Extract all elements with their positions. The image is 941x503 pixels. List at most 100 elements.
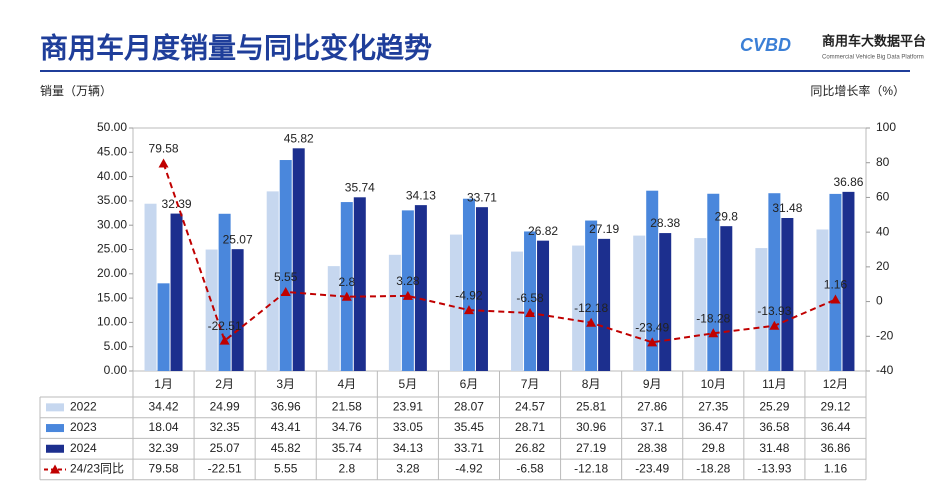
bar <box>462 198 475 371</box>
y-tick-label: 0.00 <box>104 363 128 377</box>
line-value-label: -23.49 <box>635 321 669 335</box>
bar <box>157 283 170 371</box>
table-cell: 31.48 <box>759 441 789 455</box>
table-cell: 21.58 <box>332 400 362 414</box>
table-cell: -12.18 <box>574 462 608 476</box>
bar <box>633 235 646 371</box>
x-tick-label: 3月 <box>276 377 295 391</box>
table-cell: 35.74 <box>332 441 362 455</box>
legend-swatch <box>46 444 64 453</box>
bar <box>449 234 462 371</box>
x-tick-label: 11月 <box>762 377 786 391</box>
bar <box>414 205 427 371</box>
bar <box>572 245 585 371</box>
line-value-label: -6.58 <box>516 291 544 305</box>
logo-subtitle: Commercial Vehicle Big Data Platform <box>822 55 924 61</box>
y-tick-label: 30.00 <box>97 217 127 231</box>
bar-value-label: 28.38 <box>650 216 680 230</box>
table-cell: 36.86 <box>820 441 850 455</box>
line-marker <box>586 317 597 327</box>
table-cell: 32.35 <box>210 420 240 434</box>
line-marker <box>341 291 352 301</box>
table-cell: 79.58 <box>149 462 179 476</box>
line <box>162 163 836 344</box>
y-tick-label: 10.00 <box>97 315 127 329</box>
line-marker <box>402 290 413 300</box>
y-axis-label: 销量（万辆） <box>40 84 112 98</box>
x-tick-label: 12月 <box>823 377 848 391</box>
line-value-label: 79.58 <box>149 142 179 156</box>
x-tick-label: 5月 <box>399 377 418 391</box>
bar-value-label: 26.82 <box>528 224 558 238</box>
legend-marker <box>50 464 60 474</box>
y2-tick-label: 40 <box>876 224 890 238</box>
line-marker <box>708 328 719 338</box>
y-tick-label: 25.00 <box>97 242 127 256</box>
legend-label: 2023 <box>70 420 97 434</box>
line-value-label: -12.18 <box>574 301 608 315</box>
line-marker <box>525 307 536 317</box>
table-cell: 30.96 <box>576 420 606 434</box>
bar-value-label: 31.48 <box>772 201 802 215</box>
line-value-label: 5.55 <box>274 270 298 284</box>
bar <box>231 249 244 371</box>
y-tick-label: 20.00 <box>97 266 127 280</box>
bar-value-label: 34.13 <box>406 188 436 202</box>
table-cell: 27.19 <box>576 441 606 455</box>
line-marker <box>158 158 169 168</box>
table-cell: 25.29 <box>759 400 789 414</box>
y2-tick-label: 20 <box>876 259 890 273</box>
table-cell: -18.28 <box>696 462 730 476</box>
y2-axis-label: 同比增长率（%） <box>810 83 905 98</box>
table-cell: -6.58 <box>516 462 544 476</box>
y-tick-label: 40.00 <box>97 169 127 183</box>
table-cell: 28.71 <box>515 420 545 434</box>
y2-tick-label: 0 <box>876 294 883 308</box>
table-cell: 34.42 <box>149 400 179 414</box>
x-tick-label: 2月 <box>215 377 234 391</box>
table-cell: 28.38 <box>637 441 667 455</box>
y2-tick-label: -20 <box>876 328 894 342</box>
bar <box>292 148 305 371</box>
line-marker <box>463 305 474 315</box>
bar <box>707 193 720 371</box>
bar <box>842 191 855 371</box>
chart-title: 商用车月度销量与同比变化趋势 <box>40 31 432 63</box>
bar <box>475 207 488 371</box>
table-cell: 35.45 <box>454 420 484 434</box>
bar <box>659 233 672 371</box>
line-value-label: 1.16 <box>824 278 848 292</box>
bar-value-label: 35.74 <box>345 180 375 194</box>
legend-label: 2022 <box>70 400 97 414</box>
table-cell: 25.07 <box>210 441 240 455</box>
bar-value-label: 45.82 <box>284 131 314 145</box>
y-tick-label: 35.00 <box>97 193 127 207</box>
line-marker <box>219 335 230 345</box>
line-value-label: -22.51 <box>208 319 242 333</box>
table-cell: -22.51 <box>208 462 242 476</box>
bar-value-label: 33.71 <box>467 190 497 204</box>
line-marker <box>280 286 291 296</box>
line-marker <box>769 320 780 330</box>
y2-tick-label: 80 <box>876 155 890 169</box>
table-cell: 33.05 <box>393 420 423 434</box>
table-cell: 29.12 <box>820 400 850 414</box>
bar <box>768 193 781 371</box>
legend-swatch <box>46 424 64 433</box>
table-cell: 27.35 <box>698 400 728 414</box>
legend-swatch <box>46 403 64 412</box>
logo-mark: CVBD <box>740 35 791 55</box>
table-cell: 29.8 <box>702 441 726 455</box>
x-tick-label: 1月 <box>154 377 173 391</box>
bar <box>353 197 366 371</box>
line-value-label: 3.28 <box>396 274 420 288</box>
bar <box>218 213 231 371</box>
line-value-label: -13.93 <box>757 304 791 318</box>
table-cell: 18.04 <box>149 420 179 434</box>
y2-tick-label: 100 <box>876 120 896 134</box>
table-cell: 24.99 <box>210 400 240 414</box>
bar <box>537 240 550 371</box>
bar <box>829 193 842 371</box>
table-cell: 3.28 <box>396 462 420 476</box>
bar <box>694 238 707 371</box>
